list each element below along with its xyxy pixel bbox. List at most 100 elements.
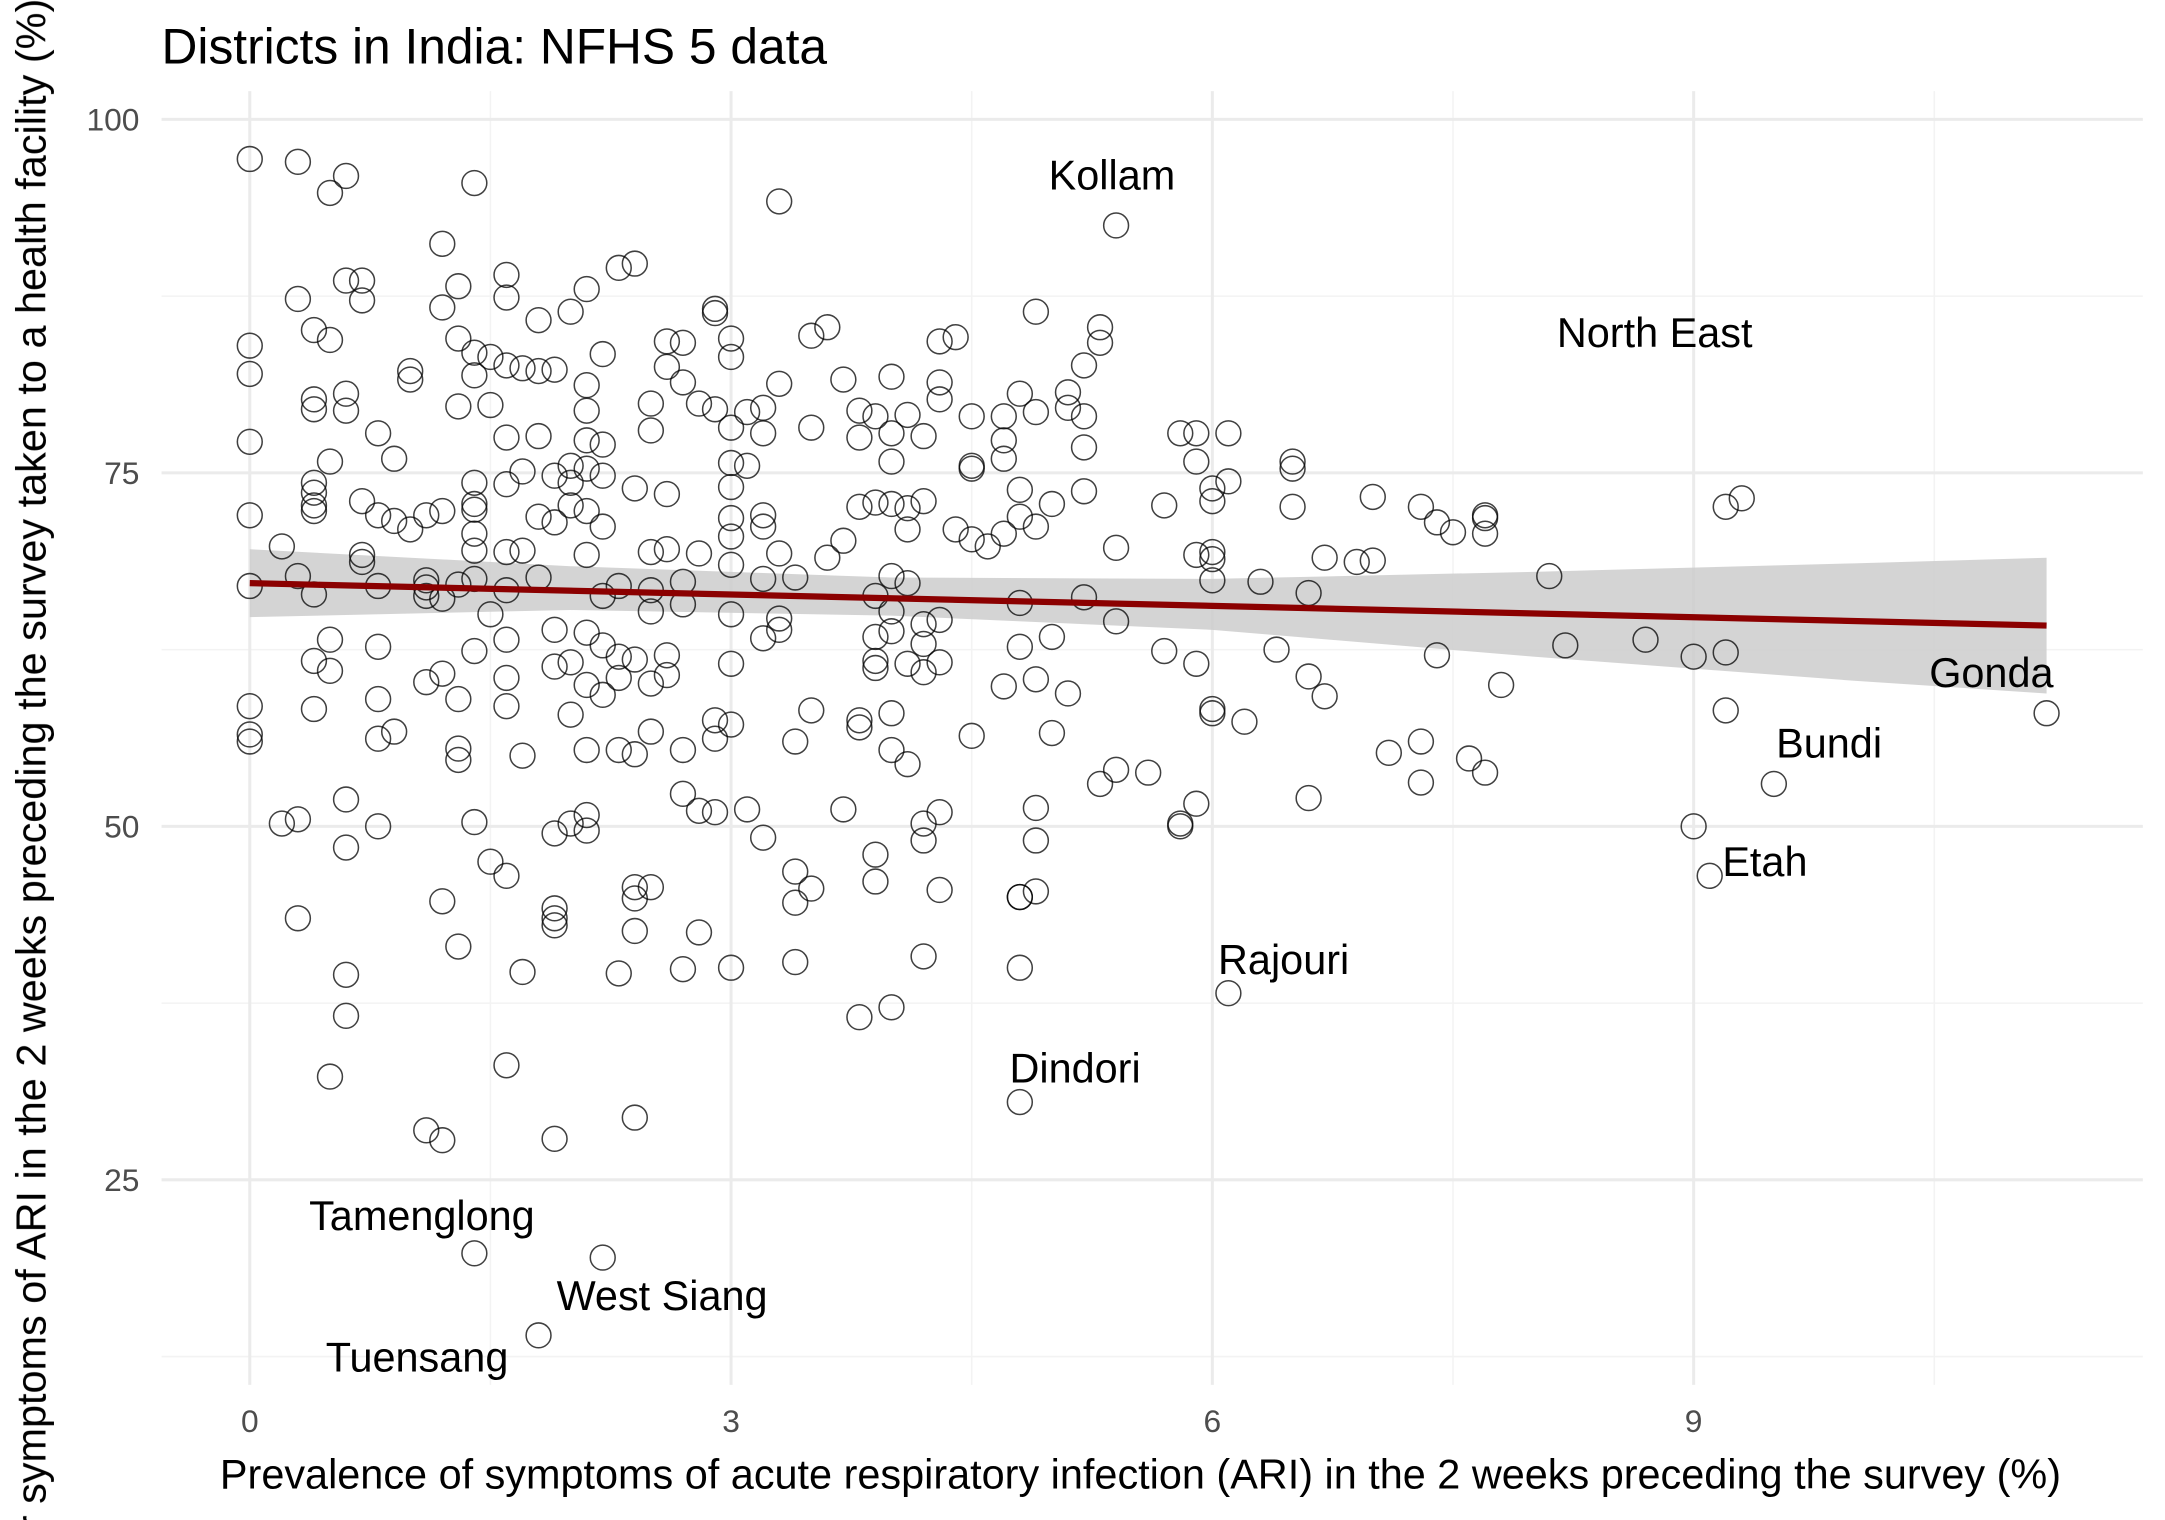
data-point	[879, 421, 904, 446]
data-point	[366, 726, 391, 751]
data-point	[911, 489, 936, 514]
point-label: Etah	[1722, 839, 1807, 885]
data-point	[879, 738, 904, 763]
data-point	[879, 364, 904, 389]
data-point	[622, 476, 647, 501]
data-point	[638, 875, 663, 900]
data-point	[590, 633, 615, 658]
data-point	[815, 545, 840, 570]
data-point	[1489, 673, 1514, 698]
y-axis-ticks: 255075100	[86, 101, 139, 1197]
data-point	[526, 1323, 551, 1348]
data-point	[430, 499, 455, 524]
data-point	[1713, 494, 1738, 519]
data-point	[494, 263, 519, 288]
data-point	[574, 456, 599, 481]
data-point	[590, 1245, 615, 1270]
data-point	[446, 326, 471, 351]
data-point	[703, 800, 728, 825]
data-point	[735, 400, 760, 425]
data-point	[1713, 698, 1738, 723]
data-point	[1088, 330, 1113, 355]
data-point	[911, 828, 936, 853]
data-point	[494, 353, 519, 378]
data-point	[703, 726, 728, 751]
data-point	[366, 503, 391, 528]
data-point	[1184, 449, 1209, 474]
y-tick-label: 50	[104, 808, 139, 844]
data-point	[494, 665, 519, 690]
data-point	[847, 715, 872, 740]
x-tick-label: 9	[1685, 1403, 1703, 1439]
data-point	[574, 542, 599, 567]
data-point	[494, 425, 519, 450]
data-point	[863, 649, 888, 674]
data-point	[1280, 456, 1305, 481]
data-point	[1473, 506, 1498, 531]
data-point	[494, 1053, 519, 1078]
data-point	[671, 330, 696, 355]
data-point	[350, 288, 375, 313]
data-point	[863, 869, 888, 894]
data-point	[1184, 651, 1209, 676]
data-point	[799, 323, 824, 348]
data-point	[1697, 863, 1722, 888]
data-point	[334, 962, 359, 987]
data-point	[382, 446, 407, 471]
data-point	[1152, 639, 1177, 664]
data-point	[863, 656, 888, 681]
data-point	[334, 268, 359, 293]
data-point	[1007, 955, 1032, 980]
data-point	[382, 719, 407, 744]
data-point	[735, 797, 760, 822]
data-point	[879, 492, 904, 517]
data-point	[911, 944, 936, 969]
data-point	[1039, 492, 1064, 517]
data-point	[366, 634, 391, 659]
data-point	[767, 541, 792, 566]
data-point	[542, 654, 567, 679]
chart-title: Districts in India: NFHS 5 data	[162, 19, 828, 75]
data-point	[318, 1064, 343, 1089]
data-point	[783, 950, 808, 975]
data-point	[654, 482, 679, 507]
data-point	[494, 472, 519, 497]
data-point	[462, 363, 487, 388]
data-point	[751, 825, 776, 850]
data-point	[622, 886, 647, 911]
data-point	[895, 752, 920, 777]
data-point	[1056, 395, 1081, 420]
data-point	[382, 509, 407, 534]
point-label: Gonda	[1929, 650, 2054, 696]
data-point	[590, 342, 615, 367]
x-tick-label: 6	[1204, 1403, 1222, 1439]
data-point	[606, 255, 631, 280]
data-point	[462, 810, 487, 835]
x-axis-title: Prevalence of symptoms of acute respirat…	[220, 1451, 2061, 1497]
data-point	[1184, 421, 1209, 446]
data-point	[334, 164, 359, 189]
data-point	[1056, 681, 1081, 706]
data-point	[430, 295, 455, 320]
data-point	[975, 534, 1000, 559]
data-point	[1023, 299, 1048, 324]
data-point	[863, 624, 888, 649]
data-point	[1136, 760, 1161, 785]
data-point	[927, 800, 952, 825]
data-point	[1457, 746, 1482, 771]
data-point	[1761, 772, 1786, 797]
data-point	[318, 627, 343, 652]
data-point	[1023, 667, 1048, 692]
data-point	[510, 356, 535, 381]
data-point	[799, 415, 824, 440]
data-point	[847, 1005, 872, 1030]
data-point	[1056, 380, 1081, 405]
data-point	[654, 354, 679, 379]
data-point	[847, 398, 872, 423]
data-point	[446, 394, 471, 419]
data-point	[815, 315, 840, 340]
data-point	[494, 863, 519, 888]
data-point	[1023, 796, 1048, 821]
y-tick-label: 100	[86, 101, 139, 137]
